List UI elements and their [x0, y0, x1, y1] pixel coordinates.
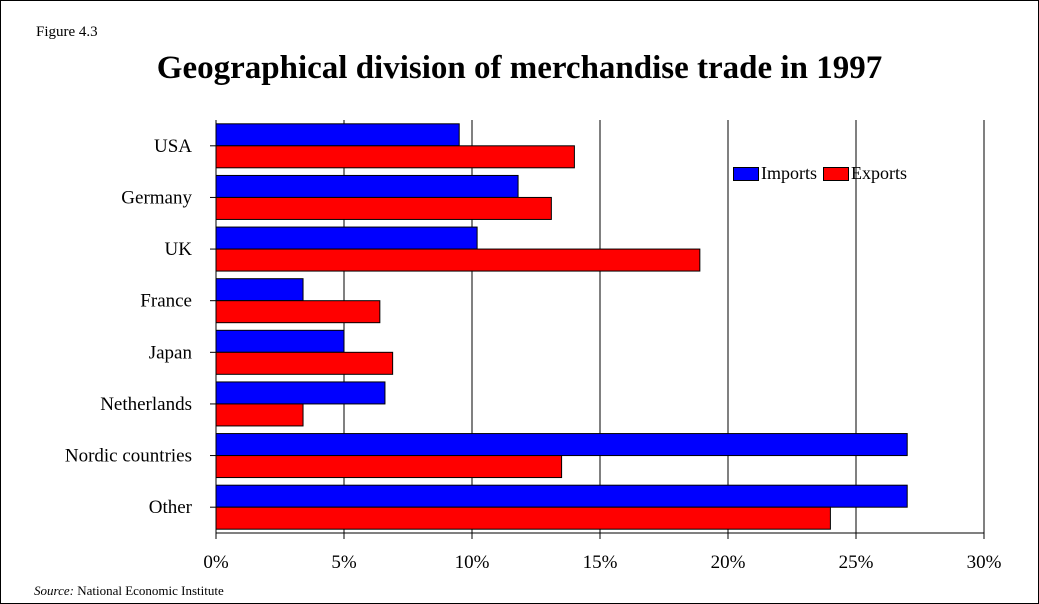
- category-label: UK: [165, 239, 193, 260]
- bar-imports: [215, 123, 460, 147]
- bar-imports: [215, 433, 908, 457]
- bar-imports: [215, 278, 304, 302]
- chart-legend: Imports Exports: [733, 163, 913, 184]
- legend-label-exports: Exports: [851, 163, 907, 183]
- source-text: National Economic Institute: [77, 583, 224, 598]
- category-label: USA: [154, 136, 192, 157]
- legend-swatch-imports: [733, 166, 759, 181]
- bar-exports: [215, 403, 304, 427]
- figure-label: Figure 4.3: [36, 24, 98, 40]
- bar-imports: [215, 381, 386, 405]
- bar-exports: [215, 145, 575, 169]
- x-tick-label: 25%: [839, 552, 874, 573]
- category-label: Japan: [149, 342, 193, 363]
- legend-label-imports: Imports: [761, 163, 817, 183]
- x-tick-label: 30%: [967, 552, 1002, 573]
- x-tick-label: 10%: [455, 552, 490, 573]
- x-tick-label: 20%: [711, 552, 746, 573]
- legend-swatch-exports: [823, 166, 849, 181]
- bar-exports: [215, 455, 563, 479]
- x-tick-label: 15%: [583, 552, 618, 573]
- bar-exports: [215, 506, 831, 530]
- bar-imports: [215, 174, 519, 198]
- bar-imports: [215, 484, 908, 508]
- x-tick-label: 0%: [203, 552, 229, 573]
- bar-imports: [215, 329, 345, 353]
- source-note: Source: National Economic Institute: [34, 583, 224, 599]
- category-label: Other: [149, 497, 193, 518]
- bar-exports: [215, 300, 381, 324]
- category-label: Netherlands: [100, 394, 192, 415]
- legend-item-imports: Imports: [733, 163, 817, 184]
- bar-exports: [215, 351, 394, 375]
- bar-imports: [215, 226, 478, 250]
- category-label: Nordic countries: [65, 446, 192, 467]
- chart-title: Geographical division of merchandise tra…: [156, 50, 883, 86]
- bar-exports: [215, 196, 552, 220]
- x-tick-label: 5%: [331, 552, 357, 573]
- bar-exports: [215, 248, 701, 272]
- source-label: Source:: [34, 583, 74, 598]
- category-label: France: [140, 291, 192, 312]
- category-label: Germany: [121, 187, 192, 208]
- legend-item-exports: Exports: [823, 163, 907, 184]
